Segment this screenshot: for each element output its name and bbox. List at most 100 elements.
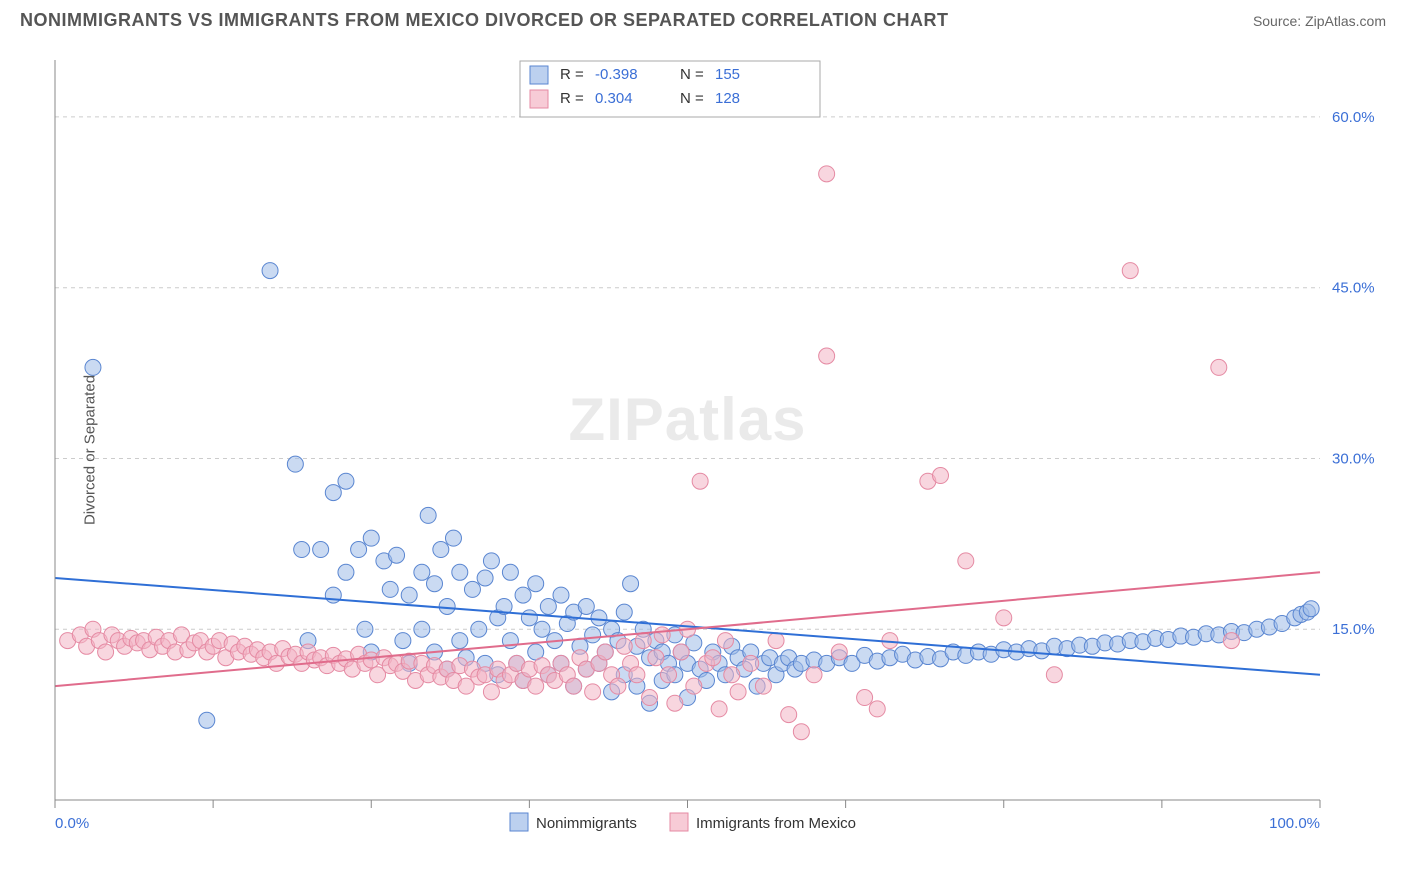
data-point xyxy=(483,684,499,700)
legend-n-value: 128 xyxy=(715,90,740,107)
data-point xyxy=(439,598,455,614)
data-point xyxy=(357,621,373,637)
legend-swatch xyxy=(670,813,688,831)
y-tick-label: 15.0% xyxy=(1332,621,1375,638)
data-point xyxy=(363,530,379,546)
data-point xyxy=(199,712,215,728)
data-point xyxy=(654,627,670,643)
data-point xyxy=(445,530,461,546)
watermark: ZIPatlas xyxy=(568,386,806,453)
data-point xyxy=(585,627,601,643)
data-point xyxy=(1122,263,1138,279)
legend-series-label: Immigrants from Mexico xyxy=(696,815,856,832)
legend-swatch xyxy=(510,813,528,831)
chart-title: NONIMMIGRANTS VS IMMIGRANTS FROM MEXICO … xyxy=(20,10,949,31)
data-point xyxy=(85,359,101,375)
data-point xyxy=(477,570,493,586)
data-point xyxy=(724,667,740,683)
data-point xyxy=(313,542,329,558)
data-point xyxy=(667,695,683,711)
legend-swatch xyxy=(530,66,548,84)
chart-area: Divorced or Separated 15.0%30.0%45.0%60.… xyxy=(50,55,1386,845)
data-point xyxy=(325,485,341,501)
source-label: Source: ZipAtlas.com xyxy=(1253,13,1386,29)
data-point xyxy=(730,684,746,700)
data-point xyxy=(857,690,873,706)
data-point xyxy=(521,610,537,626)
data-point xyxy=(262,263,278,279)
legend-r-value: 0.304 xyxy=(595,90,633,107)
data-point xyxy=(591,610,607,626)
data-point xyxy=(553,587,569,603)
data-point xyxy=(1223,633,1239,649)
data-point xyxy=(464,581,480,597)
legend-r-label: R = xyxy=(560,66,584,83)
data-point xyxy=(642,690,658,706)
data-point xyxy=(502,564,518,580)
legend-n-label: N = xyxy=(680,66,704,83)
data-point xyxy=(452,564,468,580)
data-point xyxy=(673,644,689,660)
x-tick-label: 100.0% xyxy=(1269,815,1320,832)
data-point xyxy=(755,678,771,694)
data-point xyxy=(471,621,487,637)
data-point xyxy=(382,581,398,597)
legend-swatch xyxy=(530,90,548,108)
data-point xyxy=(578,598,594,614)
x-tick-label: 0.0% xyxy=(55,815,89,832)
data-point xyxy=(534,621,550,637)
data-point xyxy=(389,547,405,563)
y-tick-label: 45.0% xyxy=(1332,280,1375,297)
data-point xyxy=(616,638,632,654)
data-point xyxy=(1303,601,1319,617)
y-axis-label: Divorced or Separated xyxy=(82,375,99,525)
legend-n-label: N = xyxy=(680,90,704,107)
data-point xyxy=(648,650,664,666)
data-point xyxy=(705,650,721,666)
data-point xyxy=(433,542,449,558)
legend-r-value: -0.398 xyxy=(595,66,638,83)
data-point xyxy=(427,576,443,592)
legend-series-label: Nonimmigrants xyxy=(536,815,637,832)
data-point xyxy=(294,542,310,558)
data-point xyxy=(401,587,417,603)
data-point xyxy=(338,564,354,580)
data-point xyxy=(597,644,613,660)
data-point xyxy=(806,667,822,683)
data-point xyxy=(686,678,702,694)
data-point xyxy=(287,456,303,472)
data-point xyxy=(635,633,651,649)
y-tick-label: 30.0% xyxy=(1332,450,1375,467)
source-value: ZipAtlas.com xyxy=(1305,13,1386,29)
data-point xyxy=(793,724,809,740)
data-point xyxy=(528,576,544,592)
data-point xyxy=(717,633,733,649)
data-point xyxy=(338,473,354,489)
legend-n-value: 155 xyxy=(715,66,740,83)
data-point xyxy=(528,678,544,694)
data-point xyxy=(540,598,556,614)
data-point xyxy=(819,348,835,364)
data-point xyxy=(958,553,974,569)
data-point xyxy=(414,621,430,637)
data-point xyxy=(566,678,582,694)
data-point xyxy=(395,633,411,649)
data-point xyxy=(711,701,727,717)
data-point xyxy=(98,644,114,660)
data-point xyxy=(831,644,847,660)
data-point xyxy=(819,166,835,182)
data-point xyxy=(414,564,430,580)
data-point xyxy=(996,610,1012,626)
data-point xyxy=(1046,667,1062,683)
data-point xyxy=(1211,359,1227,375)
data-point xyxy=(351,542,367,558)
source-prefix: Source: xyxy=(1253,13,1301,29)
data-point xyxy=(869,701,885,717)
data-point xyxy=(781,707,797,723)
data-point xyxy=(420,507,436,523)
data-point xyxy=(452,633,468,649)
data-point xyxy=(692,473,708,489)
legend-r-label: R = xyxy=(560,90,584,107)
scatter-chart: 15.0%30.0%45.0%60.0%ZIPatlas0.0%100.0%R … xyxy=(50,55,1386,845)
data-point xyxy=(483,553,499,569)
